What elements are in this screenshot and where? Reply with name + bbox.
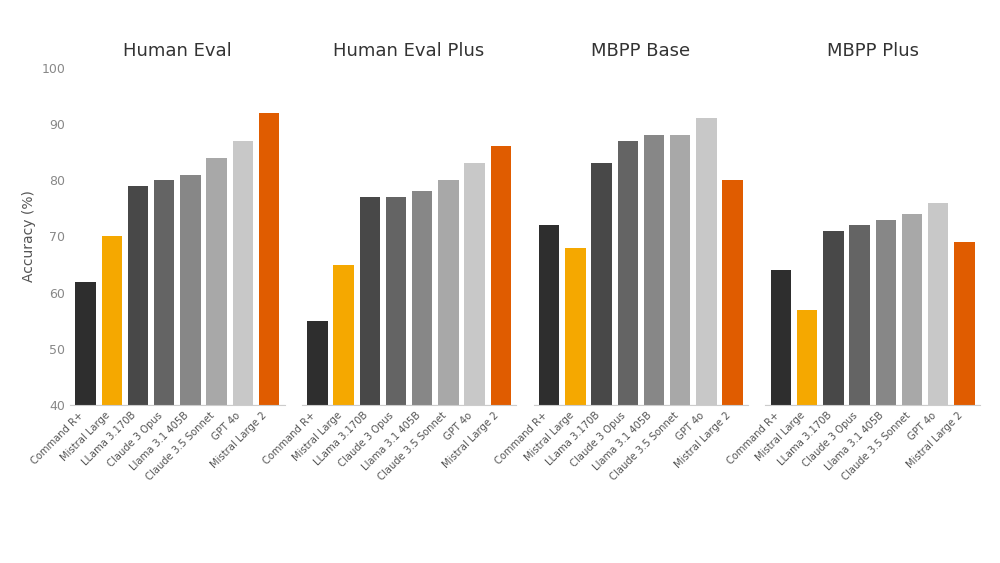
Bar — [928, 203, 948, 405]
Bar — [670, 135, 690, 405]
Bar — [75, 282, 96, 405]
Bar — [849, 225, 870, 405]
Bar — [902, 214, 922, 405]
Title: MBPP Base: MBPP Base — [591, 42, 690, 60]
Y-axis label: Accuracy (%): Accuracy (%) — [22, 190, 36, 283]
Bar — [438, 180, 459, 405]
Bar — [722, 180, 743, 405]
Bar — [591, 163, 612, 405]
Bar — [491, 146, 511, 405]
Bar — [565, 248, 586, 405]
Bar — [823, 231, 844, 405]
Bar — [771, 270, 791, 405]
Bar — [307, 321, 328, 405]
Bar — [618, 141, 638, 405]
Bar — [128, 186, 148, 405]
Title: Human Eval Plus: Human Eval Plus — [333, 42, 485, 60]
Bar — [797, 310, 817, 405]
Bar — [154, 180, 174, 405]
Bar — [206, 158, 227, 405]
Title: MBPP Plus: MBPP Plus — [827, 42, 919, 60]
Bar — [360, 197, 380, 405]
Bar — [539, 225, 559, 405]
Bar — [233, 141, 253, 405]
Bar — [102, 236, 122, 405]
Bar — [259, 113, 279, 405]
Bar — [464, 163, 485, 405]
Bar — [412, 191, 432, 405]
Bar — [333, 265, 354, 405]
Bar — [644, 135, 664, 405]
Bar — [876, 220, 896, 405]
Title: Human Eval: Human Eval — [123, 42, 232, 60]
Bar — [696, 118, 717, 405]
Bar — [180, 175, 201, 405]
Bar — [954, 242, 975, 405]
Bar — [386, 197, 406, 405]
